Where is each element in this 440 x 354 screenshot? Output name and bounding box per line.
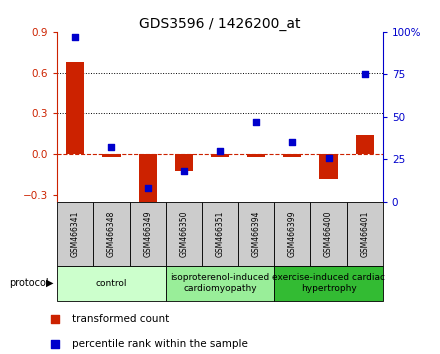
Point <box>180 169 187 174</box>
Bar <box>166 202 202 266</box>
Point <box>216 148 224 154</box>
Bar <box>238 202 274 266</box>
Text: control: control <box>96 279 127 288</box>
Text: GSM466349: GSM466349 <box>143 210 152 257</box>
Point <box>273 236 280 242</box>
Text: protocol: protocol <box>9 278 48 288</box>
Bar <box>211 154 229 157</box>
Bar <box>175 154 193 171</box>
Text: GSM466394: GSM466394 <box>252 210 260 257</box>
Point <box>72 34 79 40</box>
Text: GSM466348: GSM466348 <box>107 210 116 257</box>
Bar <box>319 154 337 179</box>
Text: GSM466401: GSM466401 <box>360 210 369 257</box>
Point <box>144 185 151 191</box>
Point <box>108 144 115 150</box>
Text: GSM466399: GSM466399 <box>288 210 297 257</box>
Text: GSM466400: GSM466400 <box>324 210 333 257</box>
Bar <box>57 266 166 301</box>
Point <box>253 119 260 125</box>
Bar <box>129 202 166 266</box>
Text: isoproterenol-induced
cardiomyopathy: isoproterenol-induced cardiomyopathy <box>170 274 270 293</box>
Bar <box>66 62 84 154</box>
Text: GSM466350: GSM466350 <box>180 210 188 257</box>
Point <box>289 139 296 145</box>
Text: GSM466341: GSM466341 <box>71 210 80 257</box>
Bar <box>93 202 129 266</box>
Bar <box>139 154 157 202</box>
Text: exercise-induced cardiac
hypertrophy: exercise-induced cardiac hypertrophy <box>272 274 385 293</box>
Bar <box>356 135 374 154</box>
Title: GDS3596 / 1426200_at: GDS3596 / 1426200_at <box>139 17 301 31</box>
Text: transformed count: transformed count <box>72 314 169 324</box>
Bar <box>57 202 93 266</box>
Bar <box>247 154 265 157</box>
Bar <box>283 154 301 157</box>
Text: percentile rank within the sample: percentile rank within the sample <box>72 339 248 349</box>
Bar <box>274 202 311 266</box>
Text: GSM466351: GSM466351 <box>216 210 224 257</box>
Point <box>361 72 368 77</box>
Point <box>273 11 280 17</box>
Text: ▶: ▶ <box>46 278 54 288</box>
Bar <box>347 202 383 266</box>
Point <box>325 155 332 160</box>
Bar <box>166 266 274 301</box>
Bar <box>311 202 347 266</box>
Bar <box>202 202 238 266</box>
Bar <box>103 154 121 157</box>
Bar <box>274 266 383 301</box>
